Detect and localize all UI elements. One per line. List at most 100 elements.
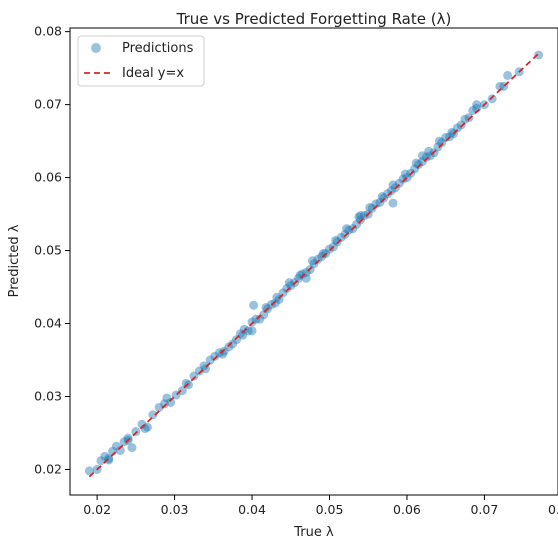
data-point xyxy=(219,346,229,356)
data-point xyxy=(503,70,513,80)
data-point xyxy=(336,232,346,242)
data-point xyxy=(388,180,398,190)
legend-predictions-marker xyxy=(91,43,101,53)
data-point xyxy=(238,330,248,340)
data-point xyxy=(239,324,249,334)
data-point xyxy=(297,269,307,279)
data-point xyxy=(232,335,242,345)
data-point xyxy=(274,294,284,304)
data-point xyxy=(160,399,169,409)
data-point xyxy=(383,189,393,199)
data-point xyxy=(340,230,350,239)
data-point xyxy=(394,178,404,188)
data-point xyxy=(127,443,137,453)
y-axis-ticks: 0.02 0.03 0.04 0.05 0.06 0.07 0.08 xyxy=(34,24,70,476)
data-point xyxy=(456,120,466,130)
data-point xyxy=(386,186,396,196)
data-point xyxy=(148,410,158,420)
legend-predictions-label: Predictions xyxy=(122,41,194,56)
data-point xyxy=(131,427,141,437)
data-point xyxy=(215,348,224,358)
x-tick-label: 0.06 xyxy=(393,502,421,517)
data-point xyxy=(295,270,305,280)
data-point xyxy=(142,422,152,432)
data-point xyxy=(437,138,447,148)
legend-ideal-line-label: Ideal y=x xyxy=(122,66,184,81)
data-point xyxy=(307,256,317,266)
data-point xyxy=(115,445,125,455)
data-point xyxy=(400,169,410,179)
data-point xyxy=(411,158,421,168)
chart-title: True vs Predicted Forgetting Rate (λ) xyxy=(176,10,452,28)
data-point xyxy=(278,288,288,298)
data-point xyxy=(104,455,114,465)
data-point xyxy=(354,212,364,222)
ideal-line-layer xyxy=(88,51,541,478)
data-point xyxy=(460,114,470,124)
y-tick-label: 0.05 xyxy=(34,243,62,258)
data-point xyxy=(294,273,304,283)
data-point xyxy=(309,259,319,269)
data-point xyxy=(434,136,444,146)
data-point xyxy=(228,339,238,349)
y-tick-label: 0.07 xyxy=(34,97,62,112)
data-point xyxy=(355,211,365,221)
y-tick-label: 0.02 xyxy=(34,461,62,476)
data-point xyxy=(433,142,443,152)
data-point xyxy=(342,224,352,234)
data-point xyxy=(184,380,194,390)
x-axis-label: True λ xyxy=(293,525,334,540)
data-point xyxy=(282,284,292,293)
data-point xyxy=(332,237,342,247)
data-point xyxy=(189,371,199,381)
y-tick-label: 0.03 xyxy=(34,388,62,403)
x-tick-label: 0.04 xyxy=(238,502,266,517)
data-point xyxy=(181,378,191,388)
data-point xyxy=(154,402,164,412)
data-point xyxy=(331,235,341,245)
data-point xyxy=(388,198,398,208)
data-point xyxy=(166,397,176,407)
data-point xyxy=(324,244,334,254)
data-point xyxy=(495,81,505,91)
data-point xyxy=(100,451,110,461)
data-point xyxy=(447,127,457,137)
data-point xyxy=(367,203,377,213)
data-point xyxy=(123,433,133,443)
data-point xyxy=(205,355,215,365)
data-point xyxy=(284,278,294,288)
data-point xyxy=(272,292,282,302)
data-point xyxy=(261,302,271,312)
data-point xyxy=(96,456,106,466)
data-point xyxy=(137,419,147,429)
data-point xyxy=(84,466,94,476)
data-point xyxy=(371,199,381,209)
data-point xyxy=(177,386,187,396)
data-point xyxy=(255,314,265,324)
legend: Predictions Ideal y=x xyxy=(77,35,205,87)
y-tick-label: 0.06 xyxy=(34,170,62,185)
data-point xyxy=(313,254,323,264)
x-axis-ticks: 0.02 0.03 0.04 0.05 0.06 0.07 0.08 xyxy=(83,495,558,517)
data-point xyxy=(247,317,257,327)
data-point xyxy=(414,159,424,169)
data-point xyxy=(270,298,280,308)
data-point xyxy=(259,310,269,320)
data-point xyxy=(359,211,369,221)
data-point xyxy=(247,326,257,336)
x-tick-label: 0.07 xyxy=(470,502,498,517)
data-point xyxy=(365,203,375,212)
data-point xyxy=(249,300,259,310)
data-point xyxy=(421,152,431,162)
data-point xyxy=(194,366,204,376)
data-point xyxy=(472,100,482,110)
data-point xyxy=(210,351,220,361)
data-point xyxy=(218,349,228,359)
data-point xyxy=(199,361,209,371)
ideal-line xyxy=(88,51,541,478)
x-tick-label: 0.08 xyxy=(548,502,558,517)
data-point xyxy=(410,164,420,174)
x-tick-label: 0.05 xyxy=(316,502,344,517)
y-axis-label: Predicted λ xyxy=(7,224,22,297)
y-tick-label: 0.08 xyxy=(34,24,62,39)
